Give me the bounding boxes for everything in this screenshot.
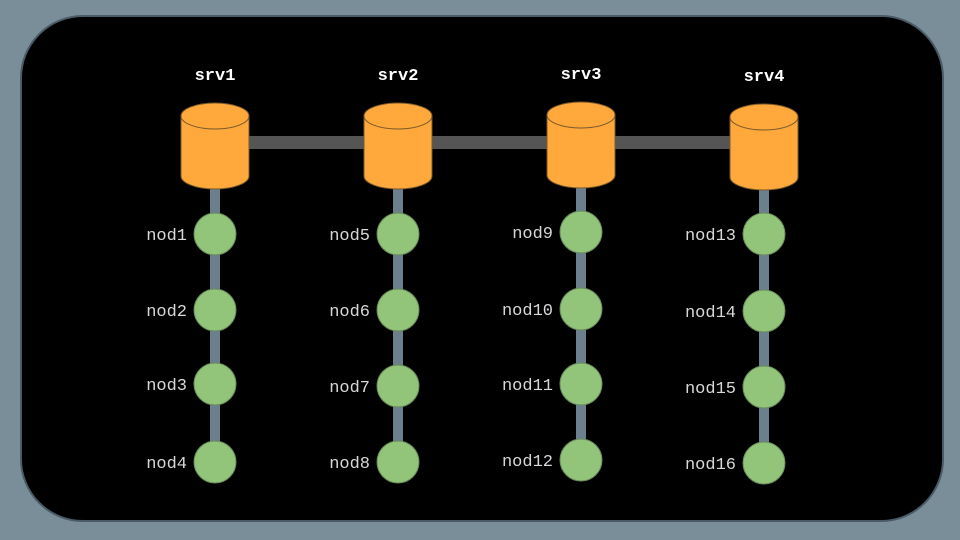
node-circle-icon [376,212,420,256]
server-label: srv1 [195,67,236,86]
node-label: nod12 [502,453,553,472]
node-label: nod6 [329,303,370,322]
server-srv2[interactable]: srv2 [363,67,433,190]
node-nod12[interactable]: nod12 [502,438,603,482]
node-label: nod9 [512,225,553,244]
node-nod16[interactable]: nod16 [685,441,786,485]
node-label: nod8 [329,455,370,474]
node-nod2[interactable]: nod2 [146,288,237,332]
node-nod8[interactable]: nod8 [329,440,420,484]
node-label: nod5 [329,227,370,246]
node-label: nod14 [685,304,736,323]
node-circle-icon [742,212,786,256]
database-cylinder-icon [546,114,616,189]
node-label: nod3 [146,377,187,396]
node-nod9[interactable]: nod9 [512,210,603,254]
node-nod10[interactable]: nod10 [502,287,603,331]
node-circle-icon [193,288,237,332]
node-nod3[interactable]: nod3 [146,362,237,406]
node-circle-icon [193,212,237,256]
server-label: srv2 [378,67,419,86]
node-label: nod15 [685,380,736,399]
node-circle-icon [376,440,420,484]
cylinder-top [546,101,616,129]
bus-link-segment [613,136,732,149]
server-label: srv3 [561,66,602,85]
node-label: nod2 [146,303,187,322]
server-bus-links [247,136,732,149]
node-label: nod4 [146,455,187,474]
node-circle-icon [376,364,420,408]
node-circle-icon [559,287,603,331]
cylinder-top [729,103,799,131]
server-label: srv4 [744,68,785,87]
node-circle-icon [193,440,237,484]
bus-link-segment [430,136,549,149]
nodes: nod1 nod2 nod3 nod4 nod5 nod6 nod7 nod8 nod9 nod1… [146,210,786,485]
servers: srv1 srv2 srv3 srv4 [180,66,799,191]
cylinder-top [180,102,250,130]
database-cylinder-icon [363,115,433,190]
node-nod5[interactable]: nod5 [329,212,420,256]
node-label: nod1 [146,227,187,246]
node-circle-icon [742,289,786,333]
cylinder-top [363,102,433,130]
node-circle-icon [559,438,603,482]
node-nod4[interactable]: nod4 [146,440,237,484]
bus-link-segment [247,136,366,149]
node-circle-icon [559,210,603,254]
node-label: nod10 [502,302,553,321]
node-label: nod13 [685,227,736,246]
node-circle-icon [559,362,603,406]
server-srv1[interactable]: srv1 [180,67,250,190]
node-nod6[interactable]: nod6 [329,288,420,332]
node-circle-icon [193,362,237,406]
database-cylinder-icon [729,116,799,191]
node-circle-icon [742,441,786,485]
server-srv3[interactable]: srv3 [546,66,616,189]
database-cylinder-icon [180,115,250,190]
server-srv4[interactable]: srv4 [729,68,799,191]
node-circle-icon [376,288,420,332]
node-label: nod11 [502,377,553,396]
node-nod7[interactable]: nod7 [329,364,420,408]
node-nod14[interactable]: nod14 [685,289,786,333]
node-nod11[interactable]: nod11 [502,362,603,406]
node-circle-icon [742,365,786,409]
node-label: nod7 [329,379,370,398]
node-label: nod16 [685,456,736,475]
node-nod1[interactable]: nod1 [146,212,237,256]
diagram-panel [20,15,944,522]
node-nod13[interactable]: nod13 [685,212,786,256]
node-nod15[interactable]: nod15 [685,365,786,409]
